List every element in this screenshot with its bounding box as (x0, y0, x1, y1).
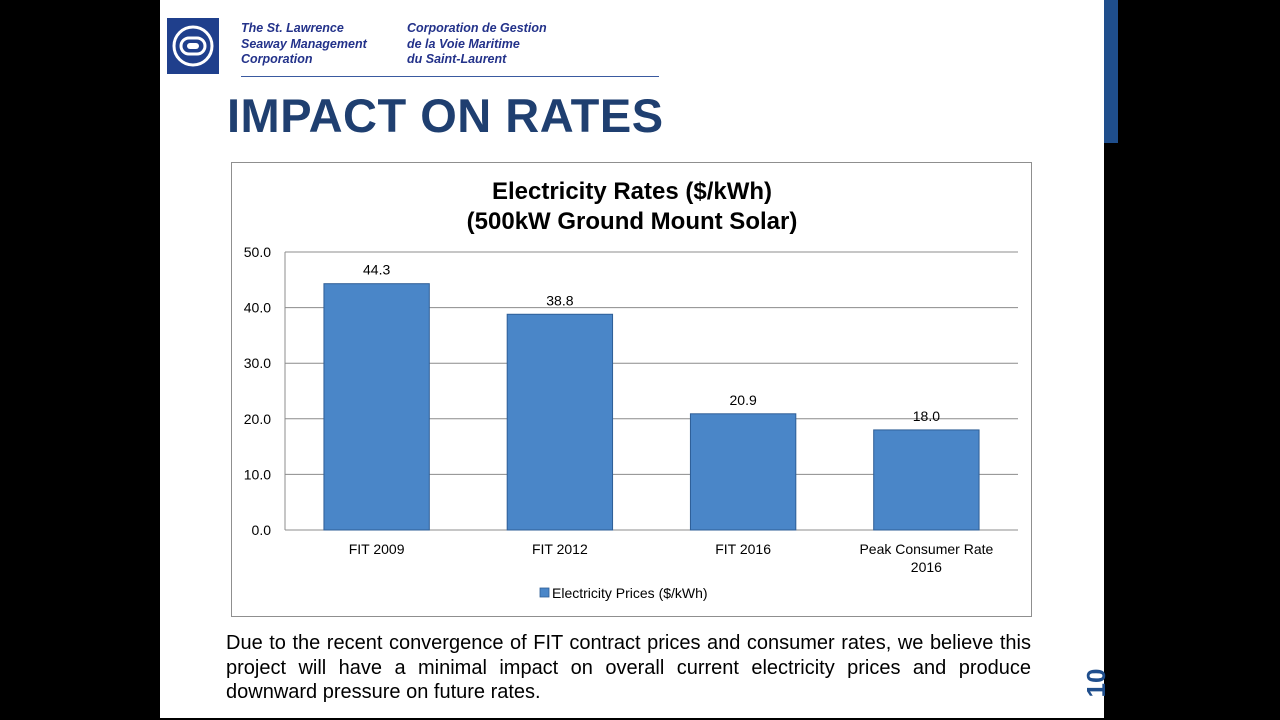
bar (506, 313, 614, 531)
legend-label: Electricity Prices ($/kWh) (552, 585, 708, 601)
bar (689, 413, 797, 531)
bar-chart: Electricity Rates ($/kWh) (500kW Ground M… (244, 178, 1018, 601)
bar (873, 429, 980, 531)
y-tick-label: 0.0 (252, 522, 272, 538)
x-tick-label: FIT 2012 (532, 541, 588, 557)
x-tick-label: 2016 (911, 559, 942, 575)
x-tick-label: FIT 2009 (349, 541, 405, 557)
bar (323, 283, 430, 531)
header-english-line: Seaway Management (241, 36, 367, 51)
header-english: The St. Lawrence Seaway Management Corpo… (241, 21, 367, 68)
header-french-line: de la Voie Maritime (407, 36, 520, 51)
seaway-logo-icon (167, 18, 219, 74)
header-french-line: du Saint-Laurent (407, 52, 507, 66)
data-label: 44.3 (363, 262, 390, 278)
data-label: 38.8 (546, 292, 573, 308)
chart-frame: Electricity Rates ($/kWh) (500kW Ground M… (231, 162, 1032, 617)
header-divider (241, 76, 659, 77)
y-tick-label: 40.0 (244, 300, 271, 316)
chart-title-line: Electricity Rates ($/kWh) (492, 178, 772, 205)
y-tick-label: 50.0 (244, 244, 271, 260)
header-french-line: Corporation de Gestion (407, 21, 547, 35)
x-tick-label: Peak Consumer Rate (859, 541, 993, 557)
y-tick-label: 10.0 (244, 466, 271, 482)
page-number: 10 (1081, 668, 1111, 698)
body-paragraph: Due to the recent convergence of FIT con… (226, 632, 1031, 703)
data-label: 20.9 (730, 392, 757, 408)
chart-title-line: (500kW Ground Mount Solar) (467, 208, 798, 235)
right-accent-bar (1104, 0, 1118, 143)
legend-swatch (539, 587, 550, 598)
header-english-line: The St. Lawrence (241, 21, 344, 35)
slide-title: IMPACT ON RATES (227, 89, 664, 142)
header-french: Corporation de Gestion de la Voie Mariti… (407, 21, 547, 68)
y-tick-label: 20.0 (244, 411, 271, 427)
x-tick-label: FIT 2016 (715, 541, 771, 557)
y-tick-label: 30.0 (244, 355, 271, 371)
header-english-line: Corporation (241, 52, 313, 66)
data-label: 18.0 (913, 408, 940, 424)
slide: The St. Lawrence Seaway Management Corpo… (160, 0, 1104, 718)
